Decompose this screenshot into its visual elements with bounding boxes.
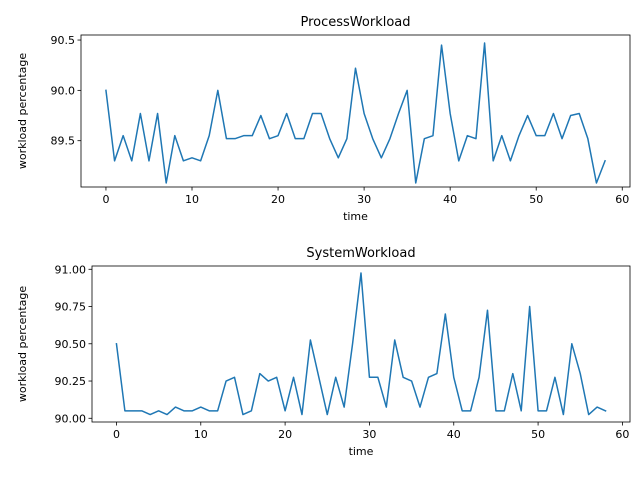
y-tick-label: 90.25 [55,375,87,388]
x-tick-label: 30 [362,428,376,441]
x-tick-label: 50 [531,428,545,441]
y-tick-label: 89.5 [51,135,76,148]
x-tick-label: 0 [113,428,120,441]
series-line [105,42,607,184]
x-tick-label: 50 [529,193,543,206]
tick-group: 0 10 20 30 40 50 60 90.00 90.25 90.50 90.75 91.00 [55,263,630,441]
tick-group: 0 10 20 30 40 50 60 89.5 90.0 90.5 [51,34,630,206]
y-tick-label: 90.75 [55,301,87,314]
series-line [115,272,607,416]
y-tick-label: 90.50 [55,338,87,351]
x-tick-label: 20 [271,193,285,206]
y-axis-label: workload percentage [16,286,29,402]
x-tick-label: 60 [615,193,629,206]
x-tick-label: 40 [443,193,457,206]
x-axis-label: time [343,210,368,223]
x-tick-label: 30 [357,193,371,206]
chart-title: SystemWorkload [306,246,415,261]
chart-title: ProcessWorkload [300,15,410,30]
x-tick-label: 20 [278,428,292,441]
y-tick-label: 90.00 [55,412,87,425]
chart-process-workload: ProcessWorkload time workload percentage… [16,15,631,223]
y-tick-label: 90.0 [51,84,76,97]
x-tick-label: 10 [185,193,199,206]
y-axis-label: workload percentage [16,53,29,169]
y-tick-label: 91.00 [55,263,87,276]
chart-system-workload: SystemWorkload time workload percentage … [16,246,631,458]
x-tick-label: 0 [102,193,109,206]
x-tick-label: 60 [615,428,629,441]
y-tick-label: 90.5 [51,34,76,47]
axes-frame [91,265,631,423]
axes-frame [80,34,631,188]
x-tick-label: 10 [194,428,208,441]
x-tick-label: 40 [447,428,461,441]
x-axis-label: time [349,445,374,458]
